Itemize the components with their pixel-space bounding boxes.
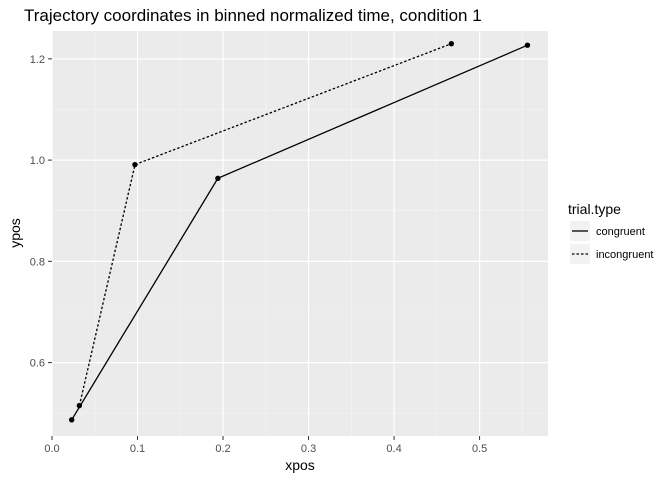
y-axis-title: ypos [7, 218, 23, 248]
x-tick-label: 0.4 [386, 443, 401, 455]
y-tick-label: 1.2 [30, 54, 45, 66]
grid-minor [52, 31, 548, 436]
data-point-congruent [524, 42, 531, 48]
legend-items: congruent incongruent [570, 221, 654, 264]
legend-label-incongruent: incongruent [596, 249, 654, 261]
series-layer [68, 40, 531, 423]
data-point-congruent [215, 175, 221, 182]
x-axis-title: xpos [285, 457, 315, 473]
series-line-incongruent [78, 43, 452, 406]
x-tick-label: 0.2 [215, 443, 230, 455]
legend-label-congruent: congruent [596, 226, 645, 238]
plot-panel [52, 31, 548, 436]
y-tick-label: 0.6 [30, 358, 45, 370]
x-tick-label: 0.5 [472, 443, 487, 455]
data-point-incongruent [448, 40, 455, 47]
y-tick-label: 0.8 [30, 256, 45, 268]
legend: trial.type congruent incongruent [568, 201, 654, 264]
data-point-incongruent [132, 161, 138, 168]
legend-title: trial.type [568, 201, 621, 217]
data-point-congruent [68, 417, 75, 423]
chart-title: Trajectory coordinates in binned normali… [24, 6, 482, 25]
y-tick-label: 1.0 [30, 155, 45, 167]
x-tick-label: 0.1 [130, 443, 145, 455]
legend-key-incongruent [570, 244, 590, 264]
x-tick-label: 0.3 [301, 443, 316, 455]
data-point-incongruent [76, 402, 83, 409]
x-tick-label: 0.0 [44, 443, 59, 455]
axis-ticks: 0.0 0.1 0.2 0.3 0.4 0.5 0.6 0.8 1.0 1.2 [30, 54, 488, 455]
grid-major [51, 31, 548, 436]
